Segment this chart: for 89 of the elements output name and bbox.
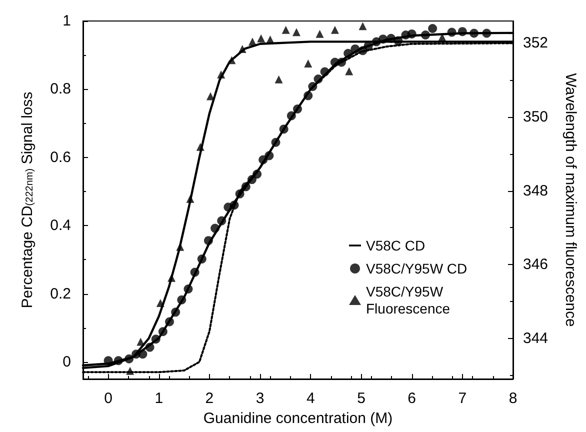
y2-tick-label: 348 xyxy=(523,182,548,200)
point xyxy=(168,274,176,282)
point xyxy=(308,82,318,91)
point xyxy=(350,44,360,54)
point xyxy=(358,22,367,30)
x-tick-label: 5 xyxy=(357,390,366,407)
point xyxy=(447,28,456,37)
point xyxy=(190,268,200,277)
x-axis-title: Guanidine concentration (M) xyxy=(203,410,393,427)
x-tick-label: 6 xyxy=(408,390,416,407)
point xyxy=(314,74,323,84)
x-tick-label: 1 xyxy=(154,390,164,407)
point xyxy=(279,124,288,134)
point xyxy=(247,175,256,184)
point xyxy=(197,254,206,264)
point xyxy=(217,216,226,226)
point xyxy=(378,34,388,44)
point xyxy=(114,356,123,366)
point xyxy=(230,200,239,210)
point xyxy=(428,24,438,33)
point xyxy=(330,26,339,34)
y-axis-title: Percentage CD(222nm) Signal loss xyxy=(19,92,36,308)
y2-tick-label: 350 xyxy=(523,108,548,126)
point xyxy=(104,356,113,366)
legend-label: V58C CD xyxy=(366,238,426,254)
point xyxy=(184,284,193,294)
y-tick-label: 0.4 xyxy=(50,217,71,234)
point xyxy=(316,30,324,38)
y2-axis-title: Wavelength of maximum fluorescence xyxy=(562,73,579,327)
y-tick-label: 0.8 xyxy=(50,80,71,98)
y2-tick-label: 344 xyxy=(523,330,548,347)
y-tick-label: 0 xyxy=(62,353,71,370)
point xyxy=(136,338,145,346)
point xyxy=(345,67,354,76)
point xyxy=(386,34,396,43)
point xyxy=(206,92,214,100)
x-tick-label: 3 xyxy=(256,390,264,407)
point xyxy=(304,59,312,68)
point xyxy=(138,350,148,359)
point xyxy=(126,366,134,375)
point xyxy=(293,104,302,114)
y-tick-label: 0.6 xyxy=(50,148,71,166)
point xyxy=(156,298,164,307)
y2-tick-label: 352 xyxy=(523,34,548,52)
point xyxy=(252,170,262,179)
point xyxy=(292,28,300,36)
x-tick-label: 8 xyxy=(508,390,518,407)
point xyxy=(158,327,168,336)
point xyxy=(286,111,296,120)
point xyxy=(165,317,174,326)
point xyxy=(274,75,283,84)
point xyxy=(241,182,250,192)
point xyxy=(320,67,330,76)
point xyxy=(171,308,180,317)
point xyxy=(420,30,430,40)
legend-label: V58C/Y95W CD xyxy=(366,260,468,276)
point xyxy=(238,45,246,54)
point xyxy=(304,91,313,100)
y2-tick-label: 346 xyxy=(523,256,548,274)
point xyxy=(210,224,220,233)
point xyxy=(482,28,492,38)
point xyxy=(204,236,213,246)
point xyxy=(266,35,274,44)
point xyxy=(151,334,160,344)
point xyxy=(407,29,416,38)
x-tick-label: 4 xyxy=(306,390,315,407)
point xyxy=(186,194,194,203)
y-tick-label: 0.2 xyxy=(50,285,71,302)
point xyxy=(257,34,266,42)
point xyxy=(248,38,256,46)
point xyxy=(394,36,403,46)
x-tick-label: 0 xyxy=(104,390,112,407)
point xyxy=(124,354,134,364)
point xyxy=(177,295,186,304)
point xyxy=(271,138,280,147)
point xyxy=(458,27,467,36)
x-tick-label: 2 xyxy=(205,390,214,407)
point xyxy=(264,151,274,160)
point xyxy=(145,342,154,352)
point xyxy=(217,70,226,79)
point xyxy=(282,26,290,34)
point xyxy=(196,142,204,151)
y-tick-label: 1 xyxy=(62,12,71,30)
point xyxy=(337,58,346,67)
point xyxy=(235,189,244,198)
point xyxy=(470,28,479,38)
x-tick-label: 7 xyxy=(458,390,467,407)
point xyxy=(344,48,353,58)
legend-label: V58C/Y95W Fluorescence xyxy=(366,284,450,316)
